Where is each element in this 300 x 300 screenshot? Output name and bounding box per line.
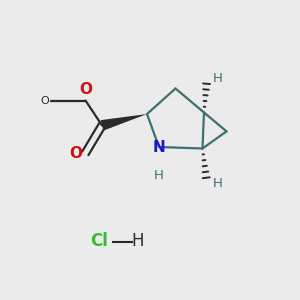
Text: O: O <box>41 95 50 106</box>
Text: O: O <box>70 146 83 160</box>
Text: Cl: Cl <box>90 232 108 250</box>
Text: N: N <box>153 140 165 154</box>
Text: H: H <box>212 177 222 190</box>
Polygon shape <box>101 114 147 130</box>
Text: H: H <box>154 169 164 182</box>
Text: O: O <box>79 82 92 98</box>
Text: H: H <box>132 232 144 250</box>
Text: H: H <box>212 71 222 85</box>
